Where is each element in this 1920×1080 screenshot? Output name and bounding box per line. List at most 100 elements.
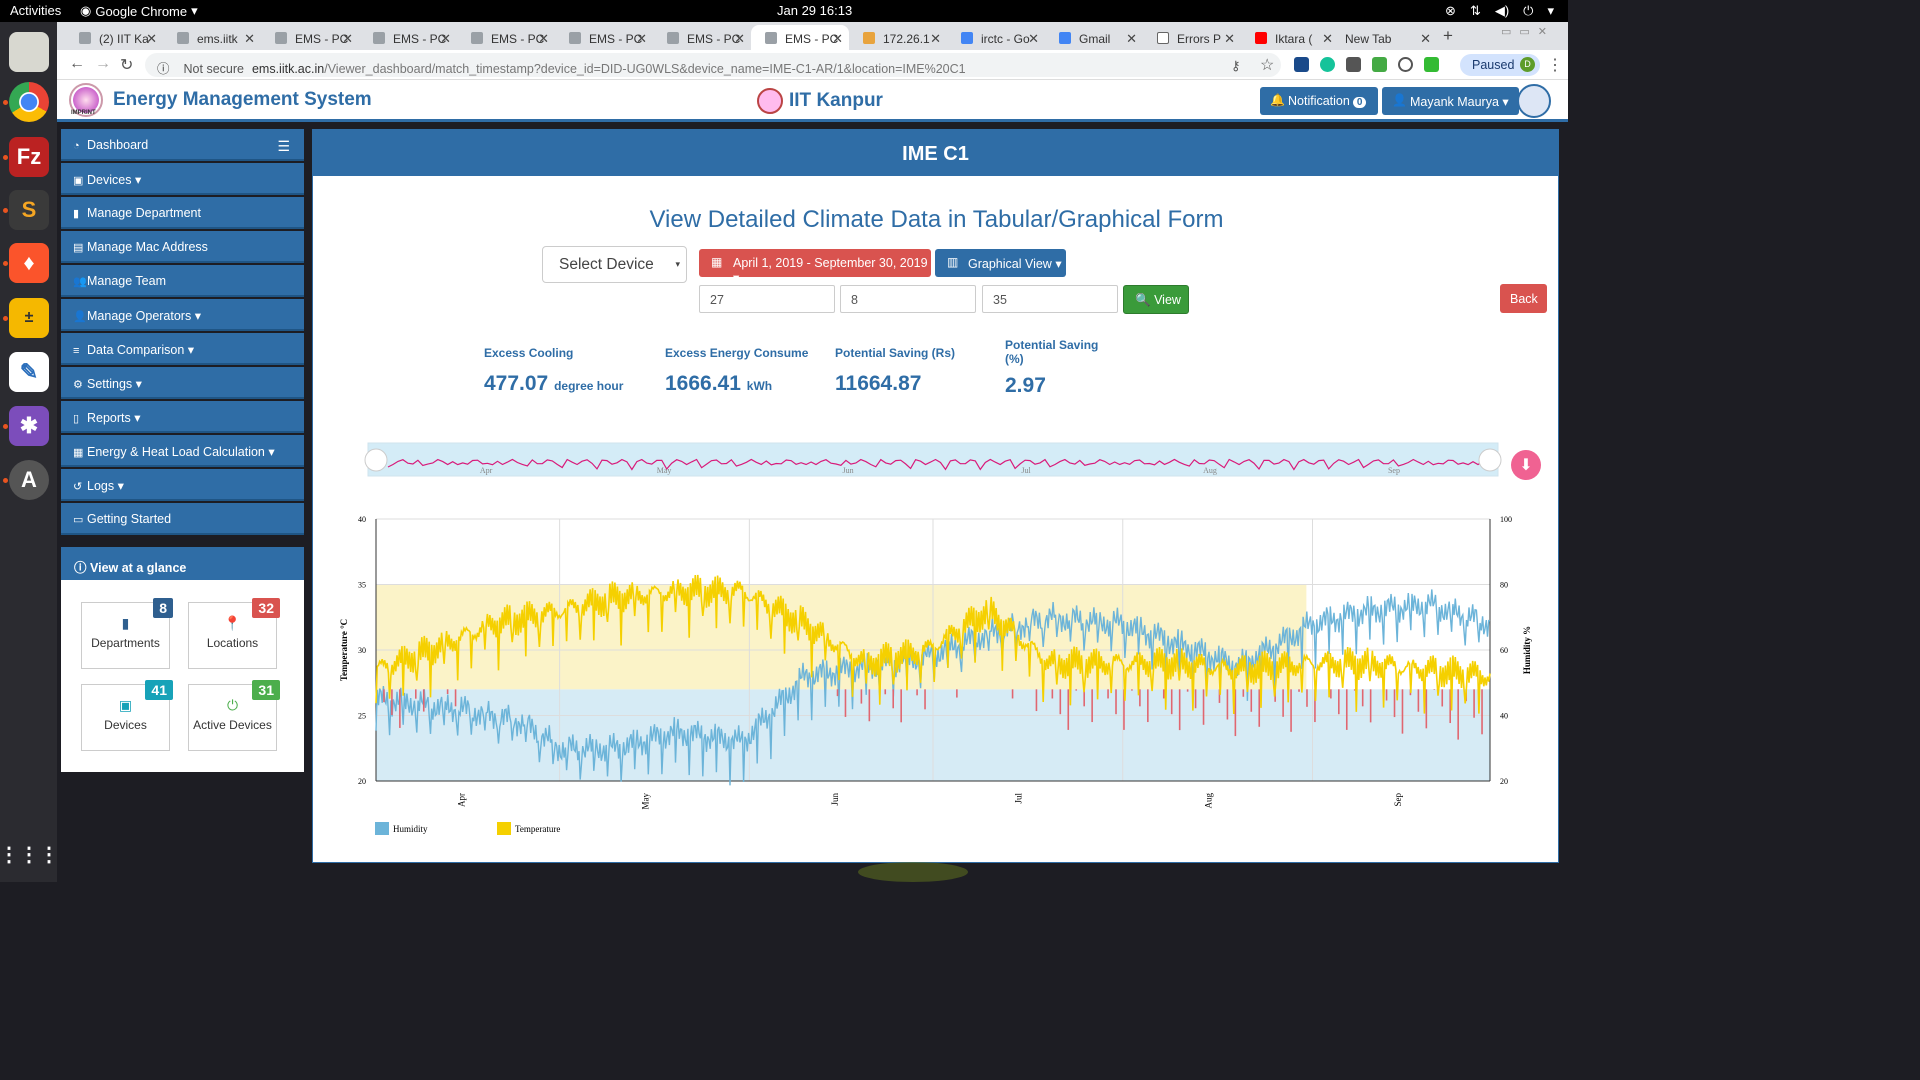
navigator-right-handle-icon (1478, 448, 1502, 472)
files-icon[interactable] (9, 32, 49, 72)
view-mode-button[interactable]: ▥ Graphical View ▾ (935, 249, 1066, 277)
reload-icon[interactable]: ↻ (120, 57, 134, 74)
close-icon[interactable]: ✕ (440, 31, 451, 46)
close-icon[interactable]: ✕ (636, 31, 647, 46)
filezilla-icon[interactable]: Fz (9, 137, 49, 177)
threshold-input-3[interactable]: 35 (982, 285, 1118, 313)
sidebar-item-manage-operators[interactable]: 👤Manage Operators ▾ (61, 299, 304, 331)
browser-tab[interactable]: EMS - PC ✕ (555, 25, 653, 50)
brave-icon[interactable]: ♦ (9, 243, 49, 283)
tab-label: EMS - PC (491, 32, 545, 46)
clock[interactable]: Jan 29 16:13 (777, 3, 853, 18)
activities-button[interactable]: Activities (10, 3, 62, 18)
notification-button[interactable]: 🔔 Notification 0 (1260, 87, 1379, 115)
close-icon[interactable]: ✕ (1028, 31, 1039, 46)
graph-app-icon[interactable]: ✱ (9, 406, 49, 446)
back-arrow-icon[interactable]: ← (69, 55, 85, 72)
window-controls[interactable]: ▭▭✕ (1501, 26, 1556, 38)
extension-icon[interactable] (1346, 57, 1361, 72)
menu-dots-icon[interactable]: ⋮ (1547, 57, 1563, 74)
browser-tab[interactable]: 172.26.1 ✕ (849, 25, 947, 50)
sidebar-item-getting-started[interactable]: ▭ Getting Started (61, 503, 304, 535)
sidebar-item-settings[interactable]: ⚙ Settings ▾ (61, 367, 304, 399)
browser-tab[interactable]: ems.iitk ✕ (163, 25, 261, 50)
browser-tab[interactable]: Errors P ✕ (1143, 25, 1241, 50)
browser-tab[interactable]: EMS - PC ✕ (457, 25, 555, 50)
chrome-dock-icon[interactable] (9, 82, 49, 122)
calendar-icon: ▦ (711, 255, 723, 269)
view-button[interactable]: 🔍 View (1123, 285, 1189, 314)
key-icon[interactable]: ⚷ (1231, 58, 1241, 73)
back-button[interactable]: Back (1500, 284, 1547, 313)
sidebar-item-dashboard[interactable]: ◔ Dashboard ☰ (61, 129, 304, 161)
wallpaper-decoration (858, 862, 968, 882)
grammarly-icon[interactable] (1320, 57, 1335, 72)
app-grid-icon[interactable]: ⋮⋮⋮ (0, 843, 59, 866)
close-icon[interactable]: ✕ (244, 31, 255, 46)
iitk-seal-icon (757, 88, 783, 114)
close-icon[interactable]: ✕ (734, 31, 745, 46)
text-editor-icon[interactable]: ✎ (9, 352, 49, 392)
close-icon[interactable]: ✕ (1126, 31, 1137, 46)
close-icon[interactable]: ✕ (1420, 31, 1431, 46)
close-icon[interactable]: ✕ (832, 31, 843, 46)
forward-arrow-icon[interactable]: → (95, 55, 111, 72)
sidebar-item-logs[interactable]: ↺ Logs ▾ (61, 469, 304, 501)
close-icon[interactable]: ✕ (1322, 31, 1333, 46)
browser-tab[interactable]: EMS - PC ✕ (261, 25, 359, 50)
browser-tab[interactable]: Gmail ✕ (1045, 25, 1143, 50)
caret-down-icon: ▾ (675, 259, 680, 269)
sidebar-item-reports[interactable]: ▯ Reports ▾ (61, 401, 304, 433)
address-bar[interactable]: ⓘ Not secure ems.iitk.ac.in/Viewer_dashboa… (145, 53, 1281, 77)
browser-tab-active[interactable]: EMS - PC ✕ (751, 25, 849, 50)
close-icon[interactable]: ✕ (538, 31, 549, 46)
extension-icon[interactable] (1372, 57, 1387, 72)
browser-tab[interactable]: irctc - Go ✕ (947, 25, 1045, 50)
browser-tab[interactable]: Iktara (✕ (1241, 25, 1339, 50)
glance-card-active-devices[interactable]: ⏻ Active Devices 31 (188, 680, 280, 751)
system-tray[interactable]: ⊗ ⇅ ◀) ⏻ ▾ (1445, 3, 1554, 19)
calculator-icon[interactable]: ± (9, 298, 49, 338)
sidebar-item-data-comparison[interactable]: ≡ Data Comparison ▾ (61, 333, 304, 365)
sidebar-item-manage-team[interactable]: 👥Manage Team (61, 265, 304, 297)
browser-tab[interactable]: EMS - PC ✕ (359, 25, 457, 50)
sidebar-item-manage-mac[interactable]: ▤ Manage Mac Address (61, 231, 304, 263)
star-icon[interactable]: ☆ (1260, 57, 1275, 74)
new-tab-icon[interactable]: + (1443, 26, 1453, 45)
list-toggle-icon[interactable]: ☰ (277, 138, 290, 154)
glance-card-devices[interactable]: ▣ Devices 41 (81, 680, 173, 751)
browser-tab[interactable]: (2) IIT Ka ✕ (65, 25, 163, 50)
tab-label: (2) IIT Ka (99, 32, 149, 46)
threshold-input-1[interactable]: 27 (699, 285, 835, 313)
app-menu[interactable]: ◉ Google Chrome ▾ (80, 3, 198, 19)
user-icon: 👤 (73, 311, 87, 323)
sidebar-item-devices[interactable]: ▣ Devices ▾ (61, 163, 304, 195)
close-icon[interactable]: ✕ (930, 31, 941, 46)
close-icon[interactable]: ✕ (342, 31, 353, 46)
sidebar-item-label: Manage Mac Address (87, 240, 208, 254)
sublime-icon[interactable]: S (9, 190, 49, 230)
close-icon[interactable]: ✕ (1224, 31, 1235, 46)
legend-item-temperature[interactable]: Temperature (497, 822, 560, 835)
close-icon[interactable]: ✕ (146, 31, 157, 46)
sidebar-item-energy-heat-load[interactable]: ▦ Energy & Heat Load Calculation ▾ (61, 435, 304, 467)
date-range-button[interactable]: ▦ April 1, 2019 - September 30, 2019 ▾ (699, 249, 931, 285)
legend-item-humidity[interactable]: Humidity (375, 822, 428, 835)
glance-card-locations[interactable]: 📍 Locations 32 (188, 598, 280, 669)
site-title[interactable]: Energy Management System (113, 89, 372, 110)
device-select[interactable]: Select Device ▾ (542, 246, 687, 283)
shield-icon[interactable] (1424, 57, 1439, 72)
glance-card-departments[interactable]: ▮ Departments 8 (81, 598, 173, 669)
download-icon[interactable]: ⬇ (1511, 450, 1541, 480)
tab-favicon-icon (765, 32, 777, 44)
software-icon[interactable]: A (9, 460, 49, 500)
browser-tab[interactable]: EMS - PC ✕ (653, 25, 751, 50)
user-menu-button[interactable]: 👤 Mayank Maurya ▾ (1382, 87, 1519, 115)
sidebar-item-manage-department[interactable]: ▮ Manage Department (61, 197, 304, 229)
tab-label: EMS - PC (393, 32, 447, 46)
browser-tab[interactable]: New Tab ✕ (1339, 25, 1437, 50)
block-icon[interactable] (1398, 57, 1413, 72)
extension-icon[interactable] (1294, 57, 1309, 72)
threshold-input-2[interactable]: 8 (840, 285, 976, 313)
profile-button[interactable]: Paused D (1460, 54, 1540, 76)
